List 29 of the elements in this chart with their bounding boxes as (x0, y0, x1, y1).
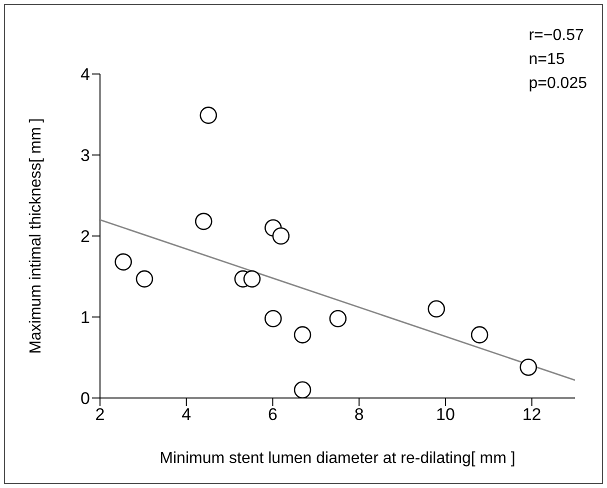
text: r=−0.57 (528, 26, 585, 46)
point (194, 212, 212, 230)
point (294, 381, 312, 398)
y-tick-label: 0 (80, 389, 90, 408)
point (428, 300, 446, 318)
x-tick-label: 10 (436, 405, 455, 424)
y-tick-label: 4 (80, 65, 90, 84)
y-tick-label: 1 (80, 308, 90, 328)
point (294, 326, 312, 344)
x-tick-label: 12 (522, 405, 542, 424)
x-tick-label: 4 (182, 405, 192, 424)
x-tick-label: 2 (95, 405, 105, 424)
x-axis-title: Minimum stent lumen diameter at re-dilating[ mm ] (160, 450, 516, 467)
x-tick-label: 6 (268, 405, 278, 424)
y-tick-label: 2 (80, 227, 90, 246)
point (136, 270, 154, 288)
annotation: p=0.025 (528, 74, 587, 94)
point (243, 270, 261, 288)
point (114, 253, 132, 271)
point (272, 227, 290, 245)
y-axis-title: Maximum intimal thickness[ mm ] (28, 118, 45, 354)
text: n=15 (528, 50, 566, 70)
y-tick-label: 3 (80, 146, 90, 166)
point (264, 310, 282, 328)
point (329, 310, 347, 328)
point (200, 106, 218, 124)
point (520, 358, 538, 376)
x-tick-label: 8 (354, 405, 364, 424)
point (470, 326, 488, 344)
